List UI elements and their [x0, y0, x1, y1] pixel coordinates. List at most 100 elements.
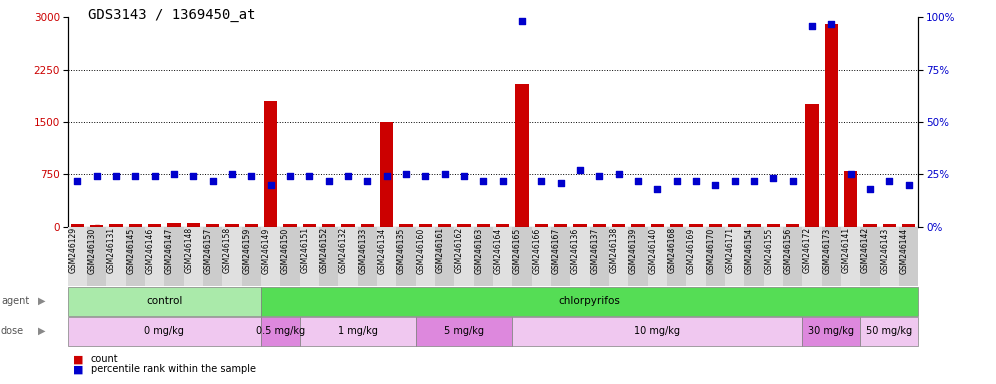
Point	[881, 223, 897, 230]
Text: GSM246132: GSM246132	[339, 227, 348, 273]
Bar	[767, 225, 780, 227]
Point	[688, 223, 704, 230]
Text: GSM246161: GSM246161	[435, 227, 444, 273]
Bar	[864, 225, 876, 227]
Bar	[361, 225, 374, 227]
Text: GSM246135: GSM246135	[397, 227, 406, 273]
Point	[398, 223, 414, 230]
Text: GSM246151: GSM246151	[301, 227, 310, 273]
Point	[553, 223, 569, 230]
Point	[127, 223, 143, 230]
Bar	[612, 225, 625, 227]
Point	[475, 223, 491, 230]
Text: 50 mg/kg: 50 mg/kg	[867, 326, 912, 336]
Bar	[708, 225, 722, 227]
Text: GSM246133: GSM246133	[359, 227, 368, 273]
Point	[89, 173, 105, 179]
Text: 5 mg/kg: 5 mg/kg	[444, 326, 484, 336]
Point	[321, 177, 337, 184]
Bar	[882, 225, 896, 227]
Bar	[206, 225, 219, 227]
Point	[146, 223, 162, 230]
Text: ▶: ▶	[38, 326, 46, 336]
Bar	[631, 225, 644, 227]
Text: GSM246168: GSM246168	[667, 227, 676, 273]
Text: GSM246145: GSM246145	[126, 227, 135, 273]
Point	[243, 173, 259, 179]
Text: GSM246167: GSM246167	[552, 227, 561, 273]
Point	[746, 177, 762, 184]
Point	[746, 223, 762, 230]
Text: GSM246155: GSM246155	[764, 227, 773, 273]
Bar	[167, 223, 181, 227]
Text: GSM246144: GSM246144	[899, 227, 908, 273]
Bar	[264, 101, 278, 227]
Point	[630, 223, 646, 230]
Text: GSM246163: GSM246163	[474, 227, 483, 273]
Bar	[379, 122, 393, 227]
Point	[340, 173, 356, 179]
Text: GSM246165: GSM246165	[513, 227, 522, 273]
Text: GSM246173: GSM246173	[823, 227, 832, 273]
Text: ■: ■	[73, 364, 84, 374]
Text: GSM246143: GSM246143	[880, 227, 889, 273]
Bar	[650, 225, 664, 227]
Point	[514, 18, 530, 25]
Bar	[186, 223, 200, 227]
Text: GSM246137: GSM246137	[591, 227, 600, 273]
Point	[282, 173, 298, 179]
Point	[109, 173, 124, 179]
Point	[282, 223, 298, 230]
Point	[611, 171, 626, 177]
Text: dose: dose	[1, 326, 24, 336]
Point	[765, 175, 781, 182]
Text: GSM246164: GSM246164	[494, 227, 503, 273]
Bar	[457, 225, 471, 227]
Point	[785, 223, 801, 230]
Bar	[71, 225, 84, 227]
Bar	[805, 104, 819, 227]
Text: GSM246158: GSM246158	[223, 227, 232, 273]
Point	[360, 223, 375, 230]
Point	[475, 177, 491, 184]
Text: GSM246141: GSM246141	[842, 227, 851, 273]
Point	[804, 223, 820, 230]
Point	[572, 223, 588, 230]
Text: control: control	[146, 296, 182, 306]
Point	[727, 177, 743, 184]
Text: GSM246130: GSM246130	[88, 227, 97, 273]
Text: GSM246140: GSM246140	[648, 227, 657, 273]
Point	[592, 223, 608, 230]
Point	[224, 171, 240, 177]
Point	[534, 177, 550, 184]
Bar	[283, 225, 297, 227]
Text: GSM246136: GSM246136	[571, 227, 580, 273]
Text: chlorpyrifos: chlorpyrifos	[559, 296, 621, 306]
Point	[824, 20, 840, 26]
Text: GSM246162: GSM246162	[455, 227, 464, 273]
Point	[302, 223, 318, 230]
Point	[514, 223, 530, 230]
Point	[417, 173, 433, 179]
Text: GSM246129: GSM246129	[69, 227, 78, 273]
Bar	[322, 225, 336, 227]
Text: GSM246139: GSM246139	[629, 227, 638, 273]
Point	[611, 223, 626, 230]
Bar	[477, 225, 490, 227]
Point	[127, 173, 143, 179]
Point	[707, 182, 723, 188]
Text: 30 mg/kg: 30 mg/kg	[809, 326, 855, 336]
Bar	[438, 225, 451, 227]
Text: GSM246146: GSM246146	[145, 227, 154, 273]
Point	[707, 223, 723, 230]
Text: GSM246152: GSM246152	[320, 227, 329, 273]
Text: ▶: ▶	[38, 296, 46, 306]
Text: GSM246172: GSM246172	[803, 227, 812, 273]
Bar	[342, 225, 355, 227]
Bar	[747, 225, 761, 227]
Point	[398, 171, 414, 177]
Text: GSM246159: GSM246159	[242, 227, 251, 273]
Point	[166, 223, 182, 230]
Point	[263, 223, 279, 230]
Bar	[689, 225, 703, 227]
